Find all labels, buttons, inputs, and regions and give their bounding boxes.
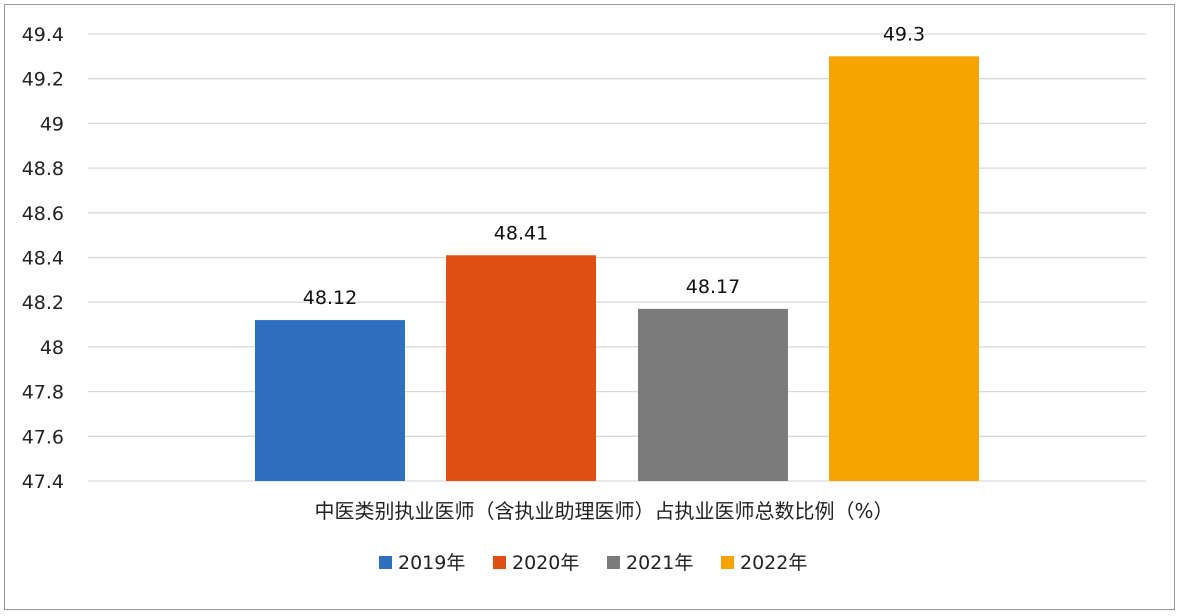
y-tick-label: 49.2 <box>22 69 64 91</box>
bar-2022年 <box>829 56 979 481</box>
data-label: 48.41 <box>494 222 548 244</box>
y-tick-label: 49.4 <box>22 24 64 46</box>
y-tick-label: 48 <box>40 337 64 359</box>
bar-2020年 <box>446 255 596 481</box>
y-tick-label: 48.4 <box>22 248 64 270</box>
y-tick-label: 48.6 <box>22 203 64 225</box>
x-axis-category-label: 中医类别执业医师（含执业助理医师）占执业医师总数比例（%） <box>314 499 893 523</box>
data-label: 48.17 <box>686 276 740 298</box>
y-tick-label: 49 <box>40 113 64 135</box>
legend-label: 2020年 <box>512 552 579 574</box>
data-label: 48.12 <box>303 287 357 309</box>
gridlines <box>88 33 1146 482</box>
legend: 2019年 2020年 2021年 2022年 <box>379 552 807 574</box>
legend-label: 2019年 <box>398 552 465 574</box>
legend-label: 2021年 <box>626 552 693 574</box>
y-tick-label: 47.4 <box>22 471 64 493</box>
legend-swatch <box>607 556 620 569</box>
bar-2021年 <box>638 308 788 481</box>
bar-2019年 <box>255 320 405 481</box>
legend-label: 2022年 <box>740 552 807 574</box>
y-tick-label: 47.6 <box>22 426 64 448</box>
legend-swatch <box>493 556 506 569</box>
y-axis-ticks: 47.4 47.6 47.8 48 48.2 48.4 48.6 48.8 49 49.2 49.4 <box>22 24 64 493</box>
y-tick-label: 47.8 <box>22 382 64 404</box>
data-labels: 48.12 48.41 48.17 49.3 <box>303 23 925 309</box>
bars <box>255 56 979 481</box>
y-tick-label: 48.2 <box>22 292 64 314</box>
data-label: 49.3 <box>883 23 925 45</box>
y-tick-label: 48.8 <box>22 158 64 180</box>
legend-swatch <box>721 556 734 569</box>
legend-swatch <box>379 556 392 569</box>
